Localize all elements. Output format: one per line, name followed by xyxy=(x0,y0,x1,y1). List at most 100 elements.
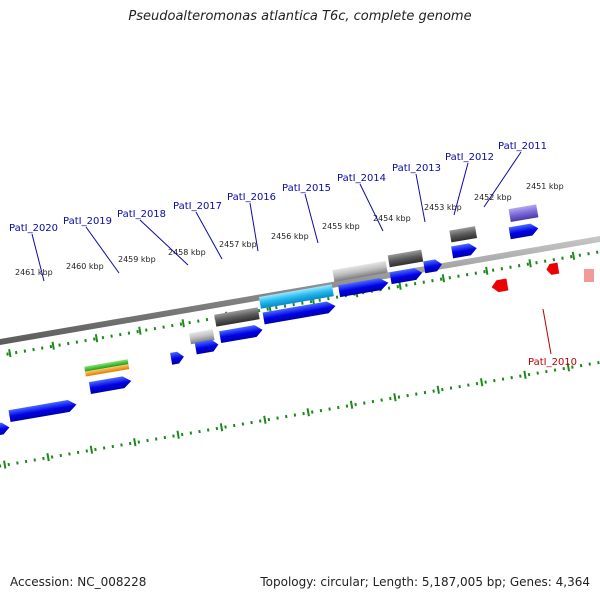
minor-tick xyxy=(335,295,339,299)
kbp-label: 2458 kbp xyxy=(168,248,206,257)
feature-box-green xyxy=(84,359,129,372)
minor-tick xyxy=(85,449,89,453)
accession-label: Accession: NC_008228 xyxy=(10,575,147,589)
gene-leader-line xyxy=(359,183,384,232)
minor-tick xyxy=(241,422,245,426)
minor-tick xyxy=(415,392,418,396)
minor-tick xyxy=(137,440,141,444)
gene-label: PatI_2013 xyxy=(392,163,441,174)
gene-leader-line xyxy=(139,219,189,266)
minor-tick xyxy=(127,331,131,335)
minor-tick xyxy=(23,349,27,353)
minor-tick xyxy=(75,340,79,344)
minor-tick xyxy=(59,453,63,458)
minor-tick xyxy=(258,419,262,423)
cds-fragment-pink xyxy=(584,269,594,282)
outer-ticks xyxy=(0,250,599,358)
minor-tick xyxy=(363,401,366,405)
minor-tick xyxy=(309,299,313,304)
feature-box-darkgray-3 xyxy=(449,226,478,243)
kbp-label: 2454 kbp xyxy=(373,214,411,223)
major-tick xyxy=(51,341,55,350)
major-tick xyxy=(436,385,440,394)
inner-ticks xyxy=(0,360,600,469)
minor-tick xyxy=(266,307,269,311)
minor-tick xyxy=(319,408,323,413)
minor-tick xyxy=(389,396,392,401)
minor-tick xyxy=(327,297,330,301)
minor-tick xyxy=(292,302,295,307)
kbp-label: 2461 kbp xyxy=(15,268,53,277)
forward-cds-track xyxy=(0,223,539,439)
minor-tick xyxy=(197,319,200,323)
minor-tick xyxy=(206,428,210,432)
minor-tick xyxy=(474,271,478,275)
gene-label: PatI_2017 xyxy=(173,201,222,212)
major-tick xyxy=(306,408,310,417)
minor-tick xyxy=(50,455,54,459)
cds-arrow xyxy=(423,259,442,274)
map-title: Pseudoalteromonas atlantica T6c, complet… xyxy=(128,9,472,24)
minor-tick xyxy=(588,362,591,366)
minor-tick xyxy=(501,377,505,381)
cds-arrow-reverse xyxy=(491,278,509,293)
minor-tick xyxy=(597,360,600,365)
minor-tick xyxy=(569,255,573,259)
minor-tick xyxy=(439,277,443,281)
kbp-scale: 2451 kbp 2452 kbp 2453 kbp 2454 kbp 2455 kbp… xyxy=(15,182,564,277)
minor-tick xyxy=(396,285,399,289)
minor-tick xyxy=(40,346,44,350)
gene-labels[interactable]: PatI_2011 PatI_2012 PatI_2013 PatI_2014 PatI… xyxy=(9,141,577,368)
major-tick xyxy=(89,445,94,454)
gene-label: PatI_2019 xyxy=(63,216,112,227)
minor-tick xyxy=(561,256,564,260)
cds-arrow xyxy=(0,422,10,439)
kbp-label: 2460 kbp xyxy=(66,262,104,271)
cds-arrow xyxy=(389,268,423,285)
minor-tick xyxy=(136,329,139,334)
minor-tick xyxy=(465,273,469,277)
kbp-label: 2459 kbp xyxy=(118,255,156,264)
major-tick xyxy=(571,251,576,260)
cds-arrow xyxy=(262,301,336,325)
minor-tick xyxy=(484,380,487,384)
minor-tick xyxy=(510,375,513,380)
minor-tick xyxy=(397,395,401,399)
minor-tick xyxy=(519,374,522,378)
major-tick xyxy=(46,453,50,462)
gene-leader-line xyxy=(304,193,319,244)
minor-tick xyxy=(354,402,357,407)
minor-tick xyxy=(517,264,521,268)
minor-tick xyxy=(483,270,486,274)
minor-tick xyxy=(301,301,304,305)
major-tick xyxy=(94,334,99,343)
minor-tick xyxy=(16,461,19,465)
feature-box-orange xyxy=(85,364,130,377)
gene-label: PatI_2016 xyxy=(227,192,276,203)
minor-tick xyxy=(93,337,96,341)
major-tick xyxy=(219,423,224,432)
minor-tick xyxy=(24,459,28,464)
minor-tick xyxy=(102,446,106,450)
gene-leader-line xyxy=(415,173,426,223)
minor-tick xyxy=(283,304,287,308)
minor-tick xyxy=(328,407,331,411)
major-tick xyxy=(566,363,571,372)
minor-tick xyxy=(406,393,409,398)
minor-tick xyxy=(111,444,115,449)
major-tick xyxy=(349,400,354,409)
kbp-label: 2453 kbp xyxy=(424,203,462,212)
minor-tick xyxy=(153,326,157,331)
major-tick xyxy=(393,393,397,402)
minor-tick xyxy=(467,383,470,387)
minor-tick xyxy=(275,305,278,310)
minor-tick xyxy=(302,411,305,416)
minor-tick xyxy=(587,252,590,256)
minor-tick xyxy=(413,282,417,286)
major-tick xyxy=(398,281,402,290)
major-tick xyxy=(8,349,12,358)
gene-leader-line xyxy=(453,162,469,216)
minor-tick xyxy=(120,443,123,447)
minor-tick xyxy=(267,417,271,422)
